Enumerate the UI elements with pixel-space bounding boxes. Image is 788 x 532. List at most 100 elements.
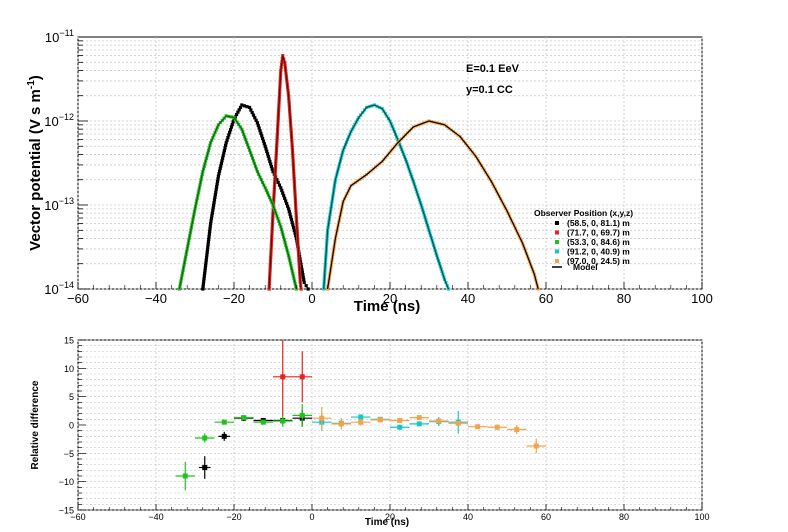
bottom-series [175, 340, 546, 491]
bottom-data-point [358, 414, 364, 420]
top-x-tick-label: 80 [617, 291, 631, 306]
bottom-y-tick-label: 10 [64, 364, 74, 374]
bottom-x-axis-label: Time (ns) [365, 517, 409, 528]
legend-marker [555, 230, 559, 235]
bottom-data-point [182, 473, 188, 479]
top-ticks [77, 40, 703, 290]
bottom-y-tick-label: −10 [59, 477, 74, 487]
top-y-tick-label: 10−12 [44, 112, 74, 129]
bottom-x-tick-label: −40 [148, 512, 163, 522]
annotation-inelasticity: y=0.1 CC [466, 84, 513, 96]
legend-entry-label: (97.0, 0, 24.5) m [567, 256, 630, 266]
top-y-tick-exp: −13 [59, 196, 74, 206]
top-x-tick-label: 100 [691, 291, 713, 306]
bottom-x-tick-label: 60 [541, 512, 551, 522]
top-y-tick-base: 10 [44, 198, 58, 213]
bottom-data-point [377, 417, 383, 423]
top-x-tick-label: −20 [223, 291, 245, 306]
bottom-data-point [436, 418, 442, 424]
bottom-data-point [299, 374, 305, 380]
legend: Observer Position (x,y,z) (58.5, 0, 81.1… [534, 208, 633, 272]
top-x-tick-label: 60 [539, 291, 553, 306]
bottom-data-point [221, 419, 227, 425]
bottom-data-point [280, 374, 286, 380]
legend-marker [555, 249, 559, 254]
top-y-axis-label-main: Vector potential (V s m [27, 89, 44, 251]
bottom-data-point [280, 418, 286, 424]
top-y-tick-label: 10−14 [44, 280, 74, 297]
legend-marker [555, 240, 559, 244]
legend-entries: (58.5, 0, 81.1) m(71.7, 0, 69.7) m(53.3,… [555, 218, 630, 266]
top-model-line [327, 120, 539, 290]
legend-marker [555, 221, 559, 225]
bottom-data-point [241, 415, 247, 421]
bottom-x-tick-label: 0 [309, 512, 314, 522]
bottom-x-tick-label: 20 [385, 512, 395, 522]
top-y-axis-label: Vector potential (V s m-1) [26, 75, 44, 251]
bottom-x-tick-label: −60 [70, 512, 85, 522]
bottom-y-tick-label: 15 [64, 336, 74, 346]
legend-model-label: Model [573, 262, 598, 272]
bottom-data-point [455, 420, 461, 426]
top-y-tick-exp: −14 [59, 280, 74, 290]
top-model-line [178, 115, 297, 290]
top-x-tick-label: 20 [383, 291, 397, 306]
bottom-y-tick-label: 5 [69, 392, 74, 402]
bottom-data-point [260, 419, 266, 425]
top-y-tick-base: 10 [45, 30, 59, 45]
legend-entry-label: (91.2, 0, 40.9) m [567, 247, 630, 257]
top-y-tick-exp: −12 [59, 112, 74, 122]
top-y-tick-label: 10−11 [45, 28, 74, 45]
top-y-axis-label-close: ) [27, 75, 44, 80]
legend-entry-label: (58.5, 0, 81.1) m [567, 218, 630, 228]
bottom-data-point [338, 421, 344, 427]
top-y-tick-exp: −11 [59, 28, 74, 38]
bottom-x-tick-label: 100 [694, 512, 709, 522]
top-x-axis-label: Time (ns) [354, 298, 420, 315]
bottom-data-point [358, 419, 364, 425]
bottom-data-point [397, 417, 403, 423]
top-x-tick-labels: −60 −40 −20 0 20 40 60 80 100 [67, 291, 713, 306]
top-y-tick-label: 10−13 [44, 196, 74, 213]
bottom-x-tick-label: −20 [226, 512, 241, 522]
top-model-line [202, 104, 309, 290]
bottom-data-point [514, 427, 520, 433]
top-model-line [323, 104, 450, 290]
bottom-data-point [475, 424, 481, 430]
top-y-tick-base: 10 [44, 114, 58, 129]
bottom-y-tick-labels: 15 10 5 0 −5 −10 −15 [59, 336, 74, 516]
bottom-x-tick-label: 40 [463, 512, 473, 522]
top-x-tick-label: 40 [461, 291, 475, 306]
legend-entry-label: (53.3, 0, 84.6) m [567, 237, 630, 247]
legend-entry-label: (71.7, 0, 69.7) m [567, 228, 630, 238]
top-x-tick-label: 0 [308, 291, 315, 306]
bottom-data-point [397, 424, 403, 430]
bottom-data-point [416, 421, 422, 427]
bottom-y-tick-label: −15 [59, 506, 74, 516]
bottom-data-point [533, 443, 539, 449]
bottom-data-point [299, 412, 305, 418]
top-y-tick-base: 10 [44, 282, 58, 297]
bottom-y-tick-label: 0 [69, 421, 74, 431]
bottom-data-point [221, 433, 227, 439]
bottom-data-point [416, 415, 422, 421]
bottom-data-point [202, 465, 208, 470]
bottom-ticks [77, 339, 703, 511]
top-model-line [268, 55, 302, 290]
bottom-data-point [319, 415, 325, 421]
bottom-y-axis-label: Relative difference [30, 380, 41, 469]
bottom-x-tick-label: 80 [619, 512, 629, 522]
top-y-axis-label-sup: -1 [26, 80, 37, 89]
bottom-x-tick-labels: −60 −40 −20 0 20 40 60 80 100 [70, 512, 709, 522]
bottom-y-tick-label: −5 [64, 449, 74, 459]
bottom-panel: −60 −40 −20 0 20 40 60 80 100 15 10 5 0 −5 −10 −15 Tim… [30, 336, 710, 529]
top-x-tick-label: −40 [145, 291, 167, 306]
top-x-tick-label: −60 [67, 291, 89, 306]
legend-marker [555, 259, 559, 263]
top-panel: −60 −40 −20 0 20 40 60 80 100 10−1110−1210−1310−… [26, 28, 713, 315]
annotation-energy: E=0.1 EeV [466, 63, 520, 75]
legend-title: Observer Position (x,y,z) [534, 208, 633, 218]
top-series [177, 54, 540, 291]
